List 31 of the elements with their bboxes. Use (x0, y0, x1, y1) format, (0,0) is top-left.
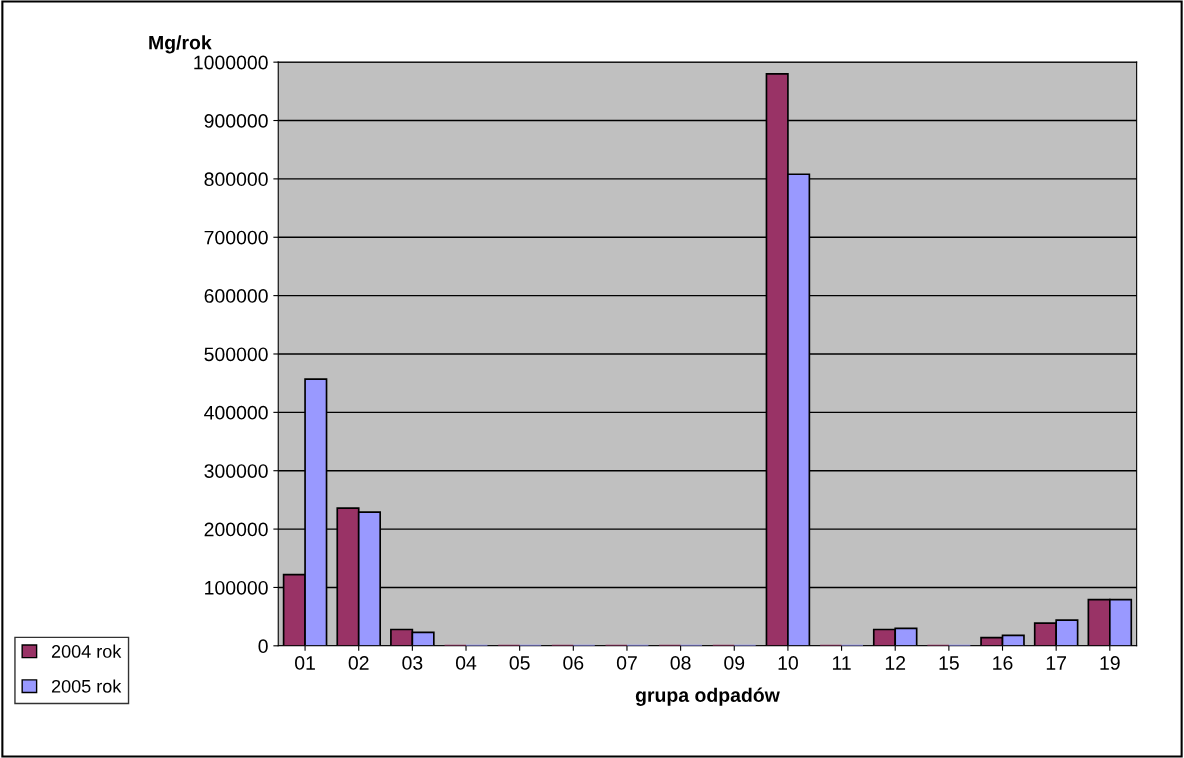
y-tick-label: 700000 (204, 230, 268, 245)
y-tick-label: 600000 (204, 289, 268, 303)
x-tick-label: 11 (832, 656, 851, 670)
y-tick-label: 400000 (204, 405, 268, 420)
x-tick-label: 09 (724, 656, 745, 670)
x-tick-label: 03 (402, 656, 423, 670)
x-tick-label: 16 (993, 656, 1013, 670)
y-tick-label: 0 (258, 639, 268, 654)
x-tick-label: 08 (670, 656, 691, 670)
y-tick-label: 800000 (204, 172, 268, 187)
x-axis-title: grupa odpadów (635, 687, 780, 706)
x-tick-label: 10 (778, 656, 798, 670)
legend-label: 2004 rok (51, 644, 122, 658)
y-tick-label: 300000 (204, 464, 268, 478)
y-tick-label: 1000000 (194, 55, 268, 70)
y-axis-title: Mg/rok (149, 35, 212, 54)
x-tick-label: 04 (455, 656, 477, 670)
x-tick-label: 19 (1100, 656, 1120, 670)
x-tick-label: 07 (616, 656, 637, 670)
y-tick-label: 200000 (204, 522, 268, 537)
y-tick-label: 900000 (204, 113, 268, 128)
legend-label: 2005 rok (51, 679, 122, 693)
x-tick-label: 01 (295, 656, 315, 670)
x-tick-label: 17 (1046, 656, 1066, 670)
x-tick-label: 15 (939, 656, 959, 670)
x-tick-label: 02 (348, 656, 369, 670)
x-tick-label: 06 (563, 656, 584, 670)
x-tick-label: 12 (885, 656, 906, 670)
y-tick-label: 100000 (205, 580, 268, 595)
y-tick-label: 500000 (204, 347, 268, 362)
x-tick-label: 05 (509, 656, 530, 670)
